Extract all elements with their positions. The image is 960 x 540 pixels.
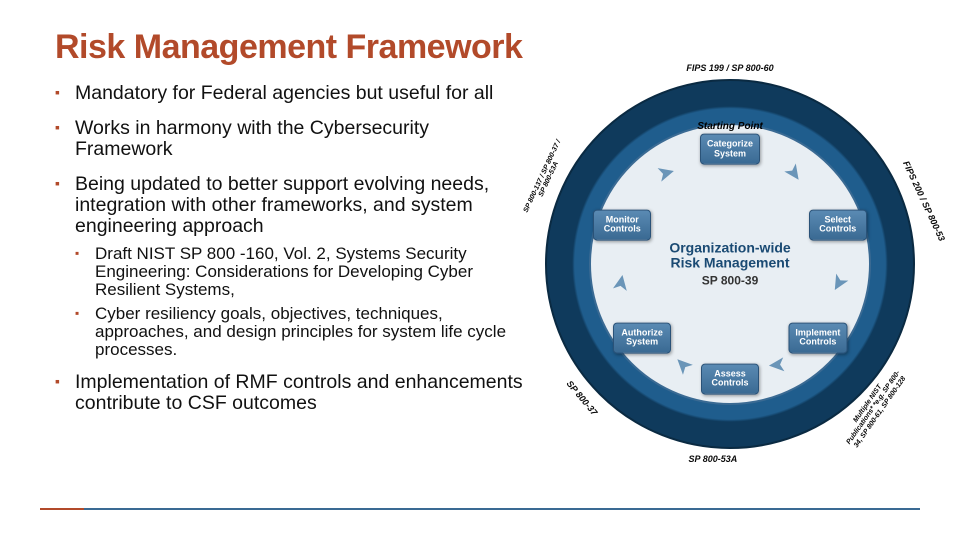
bullet-item: Implementation of RMF controls and enhan… xyxy=(55,372,530,414)
slide-title: Risk Management Framework xyxy=(55,28,920,67)
content-row: Mandatory for Federal agencies but usefu… xyxy=(55,79,920,510)
center-line-1: Organization-wide xyxy=(630,241,830,256)
sub-bullet-item: Draft NIST SP 800 -160, Vol. 2, Systems … xyxy=(75,245,530,299)
outer-ring-label: SP 800-53A xyxy=(689,454,738,464)
rmf-step: SelectControls xyxy=(809,209,867,240)
bullet-item: Being updated to better support evolving… xyxy=(55,174,530,358)
center-line-3: SP 800-39 xyxy=(630,273,830,287)
rmf-step: CategorizeSystem xyxy=(700,134,760,165)
rmf-step: AssessControls xyxy=(701,363,759,394)
bullet-item: Mandatory for Federal agencies but usefu… xyxy=(55,83,530,104)
slide: Risk Management Framework Mandatory for … xyxy=(0,0,960,540)
bullet-list: Mandatory for Federal agencies but usefu… xyxy=(55,79,530,510)
rmf-step: AuthorizeSystem xyxy=(613,322,671,353)
rmf-step: ImplementControls xyxy=(788,322,847,353)
center-line-2: Risk Management xyxy=(630,256,830,271)
bullet-item: Works in harmony with the Cybersecurity … xyxy=(55,118,530,160)
rmf-step: MonitorControls xyxy=(593,209,651,240)
starting-point-label: Starting Point xyxy=(697,121,763,132)
flow-arrow-icon: ➤ xyxy=(767,351,788,379)
outer-ring-label: FIPS 199 / SP 800-60 xyxy=(686,63,773,73)
rmf-circle-diagram: Starting Point Organization-wide Risk Ma… xyxy=(540,79,920,510)
sub-bullet-item: Cyber resiliency goals, objectives, tech… xyxy=(75,305,530,359)
center-label: Organization-wide Risk Management SP 800… xyxy=(630,241,830,288)
bottom-divider xyxy=(40,508,920,510)
